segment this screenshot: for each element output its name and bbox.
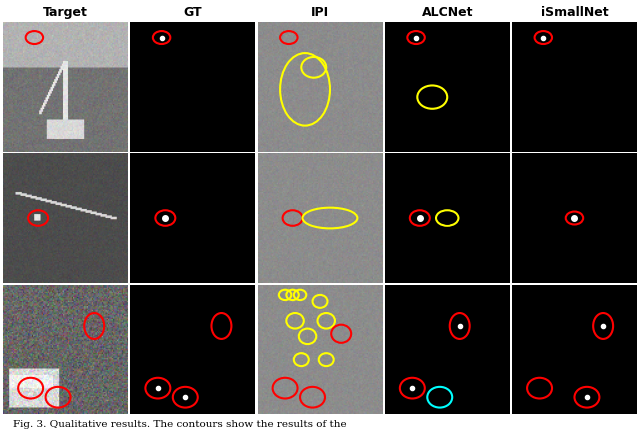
Text: GT: GT xyxy=(184,6,202,18)
Text: IPI: IPI xyxy=(311,6,329,18)
Text: Target: Target xyxy=(43,6,88,18)
Text: ALCNet: ALCNet xyxy=(422,6,473,18)
Text: Fig. 3. Qualitative results. The contours show the results of the: Fig. 3. Qualitative results. The contour… xyxy=(13,420,346,429)
Text: iSmallNet: iSmallNet xyxy=(541,6,608,18)
